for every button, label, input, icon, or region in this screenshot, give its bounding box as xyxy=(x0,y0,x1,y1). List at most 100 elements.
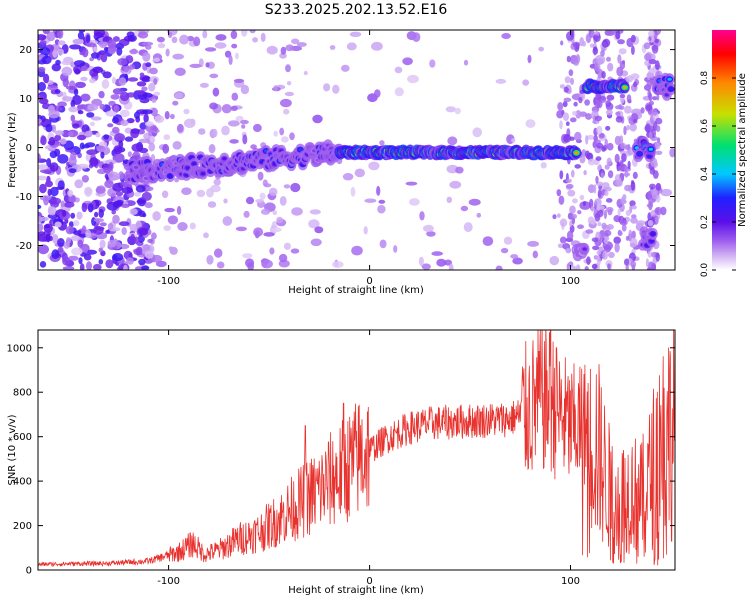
spectrogram-cell xyxy=(582,247,587,251)
spectrogram-cell xyxy=(164,111,170,120)
spectrogram-cell xyxy=(284,91,295,97)
spectrogram-cell xyxy=(54,134,62,142)
spectrogram-cell xyxy=(570,77,574,85)
spectrogram-cell xyxy=(39,169,52,174)
spectrogram-cell xyxy=(559,236,567,244)
spectrogram-cell xyxy=(606,157,612,166)
spectrogram-cell xyxy=(290,248,300,254)
spectrogram-cell xyxy=(604,230,612,237)
spectrogram-cell xyxy=(463,222,473,233)
spectrogram-cell xyxy=(111,209,116,215)
spectrogram-cell xyxy=(583,170,587,176)
spectrogram-cell xyxy=(144,250,154,259)
spectrogram-cell xyxy=(214,248,223,258)
spectrogram-cell xyxy=(136,81,147,87)
spectrogram-cell xyxy=(136,199,146,204)
spectrogram-cell xyxy=(115,191,124,197)
spectrogram-cell xyxy=(286,81,292,86)
spectrogram-cell xyxy=(97,41,110,47)
spectrogram-cell xyxy=(130,233,136,244)
spectrogram-cell xyxy=(616,66,624,77)
spectrogram-cell xyxy=(228,55,233,65)
spectrogram-cell xyxy=(574,131,582,142)
spectrogram-cell xyxy=(540,162,547,169)
spectrogram-cell xyxy=(273,130,279,137)
spectrogram-cell xyxy=(617,230,623,237)
spectrogram-cell xyxy=(285,44,294,52)
spectrogram-cell xyxy=(80,76,88,82)
spectrogram-cell xyxy=(38,158,47,163)
spectrogram-cell xyxy=(112,214,120,224)
spectrogram-cell xyxy=(525,119,536,128)
spectrogram-cell xyxy=(57,101,67,107)
spectrogram-cell xyxy=(463,59,469,66)
spectrogram-cell xyxy=(51,249,60,260)
spectrogram-cell xyxy=(624,170,629,178)
x-tick-label: -100 xyxy=(157,576,180,587)
spectrogram-cell xyxy=(445,106,456,113)
spectrogram-cell xyxy=(584,99,590,106)
spectrogram-y-axis-label: Frequency (Hz) xyxy=(7,112,18,188)
spectrogram-cell xyxy=(648,59,657,65)
spectrogram-cell xyxy=(139,72,145,78)
spectrogram-cell xyxy=(82,48,89,58)
spectrogram-cell xyxy=(204,47,217,52)
spectrogram-cell xyxy=(615,116,623,123)
spectrogram-cell xyxy=(596,256,601,266)
spectrogram-cell xyxy=(38,223,44,232)
spectrogram-cell xyxy=(151,232,157,240)
spectrogram-cell xyxy=(446,196,453,203)
spectrogram-cell xyxy=(70,99,76,108)
spectrogram-cell xyxy=(185,166,190,170)
spectrogram-cell xyxy=(172,100,179,106)
spectrogram-cell xyxy=(87,203,94,213)
spectrogram-cell xyxy=(624,105,632,114)
spectrogram-cell xyxy=(152,211,161,221)
spectrogram-cell xyxy=(108,171,120,181)
spectrogram-cell xyxy=(212,128,218,138)
spectrogram-cell xyxy=(156,36,165,43)
spectrogram-cell xyxy=(594,198,602,206)
snr-x-axis-label: Height of straight line (km) xyxy=(288,585,424,596)
spectrogram-cell xyxy=(631,45,635,55)
spectrogram-cell xyxy=(646,79,653,88)
spectrogram-cell xyxy=(620,197,626,205)
spectrogram-cell xyxy=(626,75,634,83)
spectrogram-cell xyxy=(81,202,88,213)
spectrogram-cell xyxy=(200,172,206,176)
spectrogram-cell xyxy=(374,89,381,98)
spectrogram-cell xyxy=(38,164,49,170)
spectrogram-cell xyxy=(630,34,636,43)
spectrogram-cell xyxy=(72,123,80,129)
spectrogram-cell xyxy=(289,132,295,141)
spectrogram-cell xyxy=(230,105,238,111)
spectrogram-cell xyxy=(137,31,149,39)
spectrogram-cell xyxy=(617,54,622,64)
spectrogram-cell xyxy=(92,66,104,74)
spectrogram-cell xyxy=(51,124,57,133)
y-tick-label: 1000 xyxy=(7,343,32,354)
spectrogram-cell xyxy=(245,196,255,205)
spectrogram-cell xyxy=(280,98,292,108)
spectrogram-cell xyxy=(608,251,615,259)
x-tick-label: 0 xyxy=(366,576,372,587)
spectrogram-cell xyxy=(62,266,75,270)
spectrogram-cell xyxy=(141,265,150,270)
spectrogram-image xyxy=(38,30,675,270)
spectrogram-cell xyxy=(54,221,62,228)
spectrogram-cell xyxy=(495,265,503,270)
spectrogram-cell xyxy=(393,245,398,253)
spectrogram-cell xyxy=(577,224,584,229)
spectrogram-cell xyxy=(593,184,597,194)
spectrogram-cell xyxy=(582,201,587,207)
spectrogram-cell xyxy=(131,143,143,152)
spectrogram-cell xyxy=(621,224,627,232)
spectrogram-cell xyxy=(172,141,182,150)
spectrogram-cell xyxy=(167,215,179,225)
spectrogram-cell xyxy=(67,255,79,261)
spectrogram-cell xyxy=(651,190,658,200)
colorbar-tick-label: 0.2 xyxy=(700,215,710,229)
spectrogram-cell xyxy=(230,30,238,40)
spectrogram-cell xyxy=(86,112,95,118)
